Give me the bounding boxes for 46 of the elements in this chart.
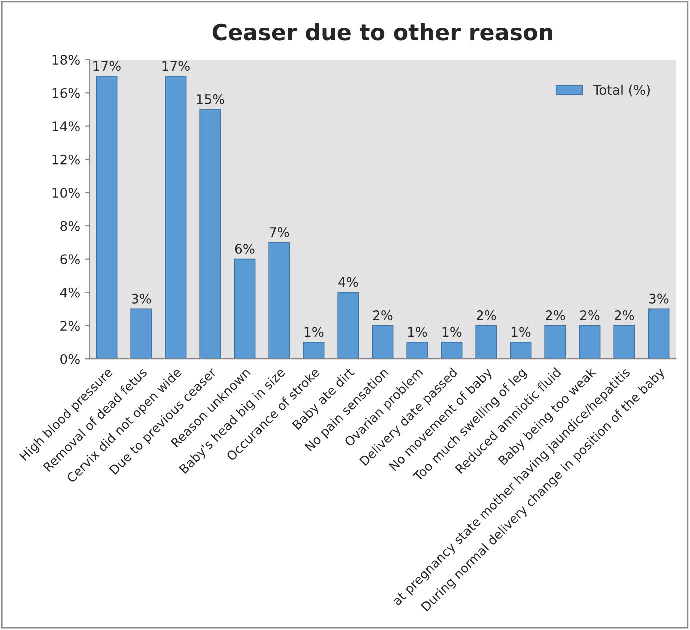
bar: [234, 258, 256, 360]
bar: [372, 325, 394, 360]
y-tick-label: 12%: [52, 154, 80, 165]
bar: [338, 292, 360, 360]
y-tick-label: 16%: [52, 88, 80, 98]
bar: [130, 308, 152, 360]
data-label: 2%: [373, 310, 393, 321]
y-tick-label: 14%: [52, 122, 80, 132]
y-tick-label: 0%: [60, 354, 80, 364]
y-tick-label: 2%: [60, 321, 80, 332]
bar: [544, 325, 566, 360]
bar: [303, 342, 325, 360]
data-label: 6%: [235, 244, 255, 254]
data-label: 1%: [442, 327, 462, 338]
bar: [441, 342, 463, 360]
bar: [648, 308, 670, 360]
data-label: 2%: [546, 310, 566, 321]
data-label: 3%: [649, 294, 669, 304]
data-label: 4%: [338, 277, 358, 288]
y-tick-label: 4%: [60, 288, 80, 298]
data-label: 17%: [162, 61, 190, 72]
bar: [200, 109, 222, 360]
data-label: 1%: [304, 327, 324, 338]
bar: [579, 325, 601, 360]
bar: [614, 325, 636, 360]
data-label: 15%: [197, 94, 224, 104]
data-label: 2%: [614, 310, 634, 321]
bar: [96, 76, 118, 360]
y-tick-label: 8%: [60, 221, 80, 232]
data-label: 1%: [408, 327, 428, 338]
bar: [510, 342, 532, 360]
bar: [406, 342, 428, 360]
data-label: 1%: [512, 327, 531, 338]
y-tick-label: 18%: [52, 55, 80, 66]
y-tick-label: 6%: [60, 254, 80, 265]
bar: [268, 242, 290, 360]
data-label: 2%: [476, 310, 496, 321]
bar: [165, 76, 187, 360]
data-label: 17%: [94, 61, 121, 72]
bar: [476, 325, 498, 360]
legend-label: Total (%): [593, 84, 650, 97]
data-label: 2%: [580, 310, 600, 321]
y-tick-label: 10%: [52, 188, 80, 198]
chart-title: Ceaser due to other reason: [212, 24, 552, 41]
data-label: 3%: [132, 294, 152, 304]
data-label: 7%: [270, 227, 290, 238]
